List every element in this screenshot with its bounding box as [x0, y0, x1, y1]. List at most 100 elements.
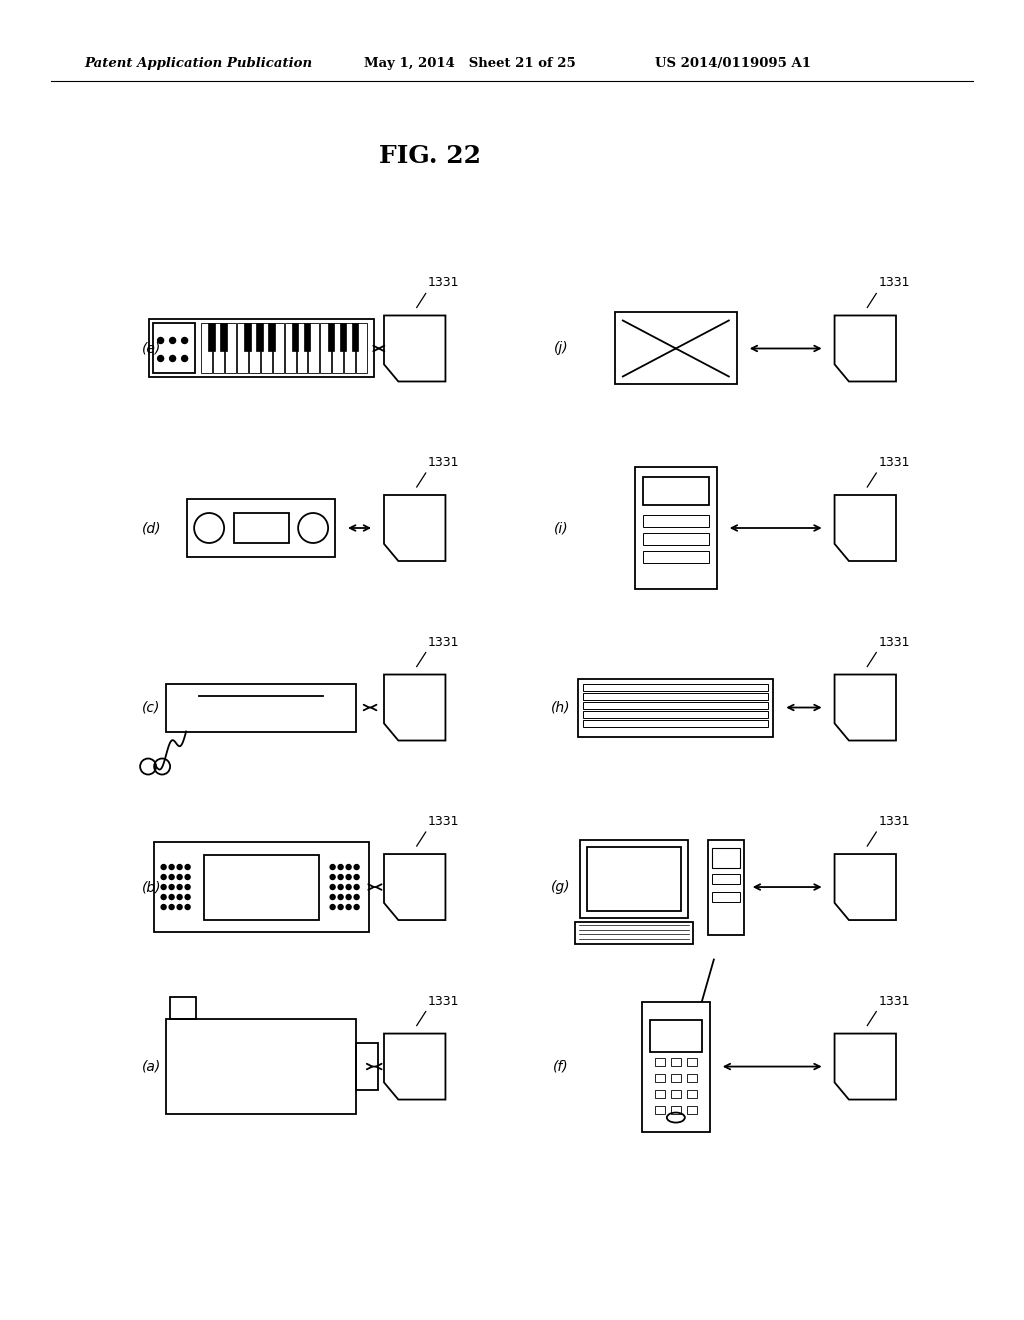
Bar [204, 854, 318, 920]
Bar [687, 1106, 697, 1114]
Bar [587, 847, 681, 911]
Circle shape [338, 895, 343, 899]
Text: 1331: 1331 [428, 455, 459, 469]
Bar [285, 323, 296, 374]
Circle shape [161, 865, 166, 870]
Text: 1331: 1331 [428, 994, 459, 1007]
Text: 1331: 1331 [428, 814, 459, 828]
Bar [712, 847, 739, 867]
Circle shape [181, 355, 187, 362]
Bar [712, 874, 739, 883]
Circle shape [185, 895, 190, 899]
Bar [268, 323, 274, 351]
Bar [687, 1089, 697, 1097]
Text: (h): (h) [551, 701, 571, 714]
Circle shape [158, 355, 164, 362]
Circle shape [161, 875, 166, 879]
Circle shape [185, 904, 190, 909]
Circle shape [330, 904, 335, 909]
Bar [654, 1057, 665, 1065]
Circle shape [185, 884, 190, 890]
Bar [708, 840, 743, 935]
Text: 1331: 1331 [879, 994, 909, 1007]
Text: (j): (j) [554, 342, 568, 355]
Circle shape [185, 865, 190, 870]
Bar [272, 323, 284, 374]
Text: US 2014/0119095 A1: US 2014/0119095 A1 [655, 57, 811, 70]
Circle shape [330, 884, 335, 890]
Bar [261, 323, 271, 374]
Bar [643, 550, 709, 564]
Bar [244, 323, 251, 351]
Circle shape [354, 884, 359, 890]
Text: 1331: 1331 [879, 814, 909, 828]
Circle shape [158, 338, 164, 343]
Bar [333, 323, 343, 374]
Circle shape [346, 895, 351, 899]
Bar [201, 323, 212, 374]
Text: 1331: 1331 [879, 276, 909, 289]
Circle shape [346, 875, 351, 879]
Text: (d): (d) [141, 521, 162, 535]
Bar [654, 1089, 665, 1097]
Circle shape [338, 884, 343, 890]
Bar [225, 323, 236, 374]
Bar [574, 923, 693, 944]
Bar [154, 842, 369, 932]
Circle shape [346, 865, 351, 870]
Bar [351, 323, 358, 351]
Bar [584, 701, 768, 709]
Text: 1331: 1331 [879, 455, 909, 469]
Bar [614, 313, 737, 384]
Circle shape [346, 904, 351, 909]
Bar [208, 323, 215, 351]
Bar [584, 710, 768, 718]
Text: (g): (g) [551, 880, 571, 894]
Circle shape [330, 895, 335, 899]
Bar [671, 1057, 681, 1065]
Circle shape [177, 904, 182, 909]
Circle shape [170, 338, 176, 343]
Circle shape [330, 865, 335, 870]
Bar [654, 1073, 665, 1081]
Bar [249, 323, 260, 374]
Circle shape [181, 338, 187, 343]
Bar [213, 323, 224, 374]
Text: (c): (c) [142, 701, 161, 714]
Bar [340, 323, 346, 351]
Circle shape [169, 884, 174, 890]
Circle shape [177, 895, 182, 899]
Text: 1331: 1331 [879, 635, 909, 648]
Text: Patent Application Publication: Patent Application Publication [84, 57, 312, 70]
Bar [153, 323, 195, 374]
Bar [643, 515, 709, 527]
Bar [297, 323, 307, 374]
Bar [580, 840, 688, 917]
Circle shape [354, 904, 359, 909]
Circle shape [338, 875, 343, 879]
Bar [166, 684, 356, 731]
Bar [643, 477, 709, 506]
Bar [642, 1002, 710, 1131]
Bar [233, 513, 289, 543]
Circle shape [185, 875, 190, 879]
Text: 1331: 1331 [428, 635, 459, 648]
Circle shape [161, 895, 166, 899]
Circle shape [330, 875, 335, 879]
Bar [321, 323, 332, 374]
Bar [643, 533, 709, 545]
Bar [292, 323, 298, 351]
Text: May 1, 2014   Sheet 21 of 25: May 1, 2014 Sheet 21 of 25 [364, 57, 575, 70]
Circle shape [177, 875, 182, 879]
Bar [187, 499, 335, 557]
Circle shape [161, 884, 166, 890]
Bar [148, 319, 374, 378]
Bar [170, 997, 197, 1019]
Bar [635, 467, 717, 589]
Bar [584, 693, 768, 700]
Bar [344, 323, 355, 374]
Bar [356, 323, 368, 374]
Bar [356, 1043, 378, 1090]
Bar [584, 719, 768, 726]
Circle shape [161, 904, 166, 909]
